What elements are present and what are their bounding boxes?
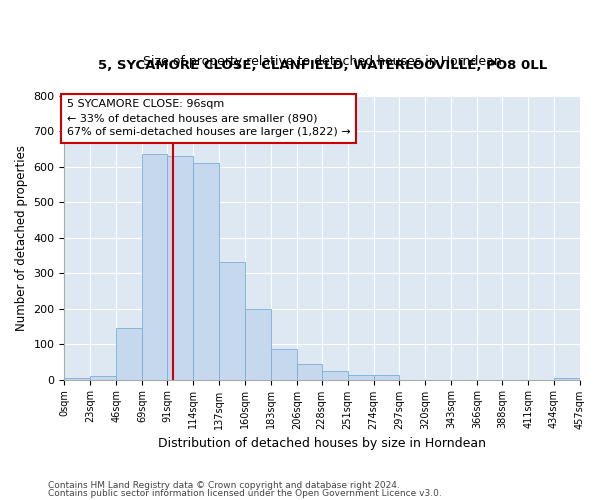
Text: Contains public sector information licensed under the Open Government Licence v3: Contains public sector information licen…: [48, 488, 442, 498]
Text: Contains HM Land Registry data © Crown copyright and database right 2024.: Contains HM Land Registry data © Crown c…: [48, 481, 400, 490]
Bar: [116, 328, 142, 380]
Bar: [245, 308, 271, 380]
Text: 5, SYCAMORE CLOSE, CLANFIELD, WATERLOOVILLE, PO8 0LL: 5, SYCAMORE CLOSE, CLANFIELD, WATERLOOVI…: [98, 58, 547, 71]
Title: Size of property relative to detached houses in Horndean: Size of property relative to detached ho…: [143, 55, 502, 68]
Bar: [347, 376, 374, 380]
Bar: [193, 163, 219, 380]
Bar: [64, 378, 91, 380]
Text: 5 SYCAMORE CLOSE: 96sqm
← 33% of detached houses are smaller (890)
67% of semi-d: 5 SYCAMORE CLOSE: 96sqm ← 33% of detache…: [67, 100, 350, 138]
Bar: [374, 376, 400, 380]
X-axis label: Distribution of detached houses by size in Horndean: Distribution of detached houses by size …: [158, 437, 486, 450]
Bar: [554, 378, 580, 380]
Bar: [271, 350, 297, 380]
Y-axis label: Number of detached properties: Number of detached properties: [15, 144, 28, 330]
Bar: [297, 364, 322, 380]
Bar: [322, 370, 347, 380]
Bar: [219, 262, 245, 380]
Bar: [142, 154, 167, 380]
Bar: [167, 156, 193, 380]
Bar: [91, 376, 116, 380]
